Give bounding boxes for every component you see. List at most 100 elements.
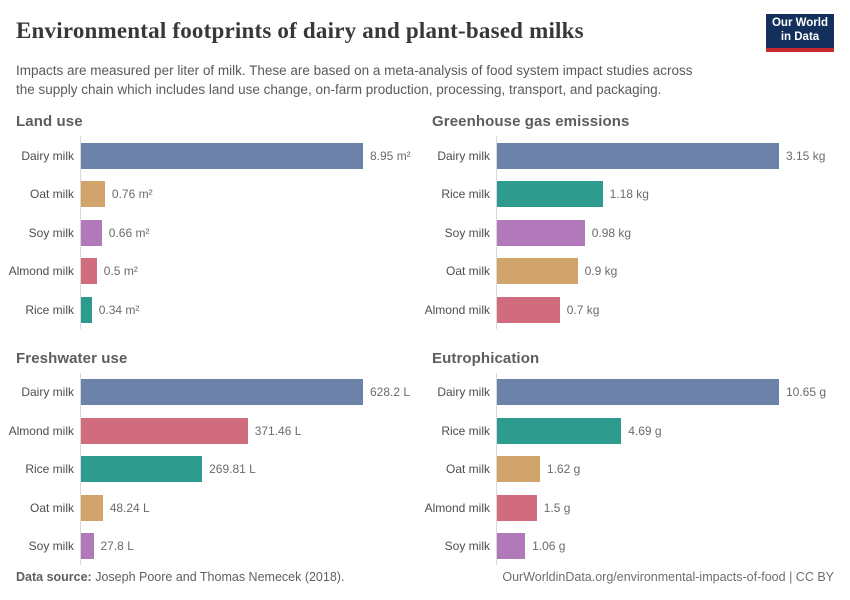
- plot-area: 0.34 m²: [80, 290, 420, 329]
- category-label: Oat milk: [445, 462, 490, 477]
- value-label: 0.5 m²: [103, 264, 138, 279]
- plot-area: 0.7 kg: [496, 290, 834, 329]
- value-label: 0.98 kg: [591, 225, 632, 240]
- value-label: 1.18 kg: [609, 187, 649, 202]
- plot-area: 8.95 m²: [80, 136, 420, 175]
- chart-title: Land use: [16, 113, 83, 131]
- category-label: Soy milk: [444, 539, 490, 554]
- bar-row: Soy milk 0.66 m²: [16, 213, 420, 252]
- bar-row: Almond milk 0.5 m²: [8, 251, 420, 291]
- bar-soy-milk: [81, 219, 102, 246]
- plot-area: 0.9 kg: [496, 251, 834, 291]
- value-label: 3.15 kg: [786, 148, 826, 163]
- bar-oat-milk: [497, 258, 578, 285]
- header: Environmental footprints of dairy and pl…: [16, 14, 834, 52]
- plot-area: 1.18 kg: [496, 174, 834, 214]
- owid-logo: Our World in Data: [766, 14, 834, 52]
- bar-row: Oat milk 48.24 L: [16, 488, 420, 527]
- plot-area: 1.62 g: [496, 449, 834, 489]
- bar-row: Dairy milk 628.2 L: [16, 372, 420, 412]
- bar-soy-milk: [497, 219, 585, 246]
- bar-rows: Dairy milk 3.15 kg Rice milk 1.18 kg Soy mil…: [425, 136, 834, 329]
- bar-row: Almond milk 0.7 kg: [425, 290, 834, 329]
- plot-area: 1.5 g: [496, 488, 834, 527]
- plot-area: 0.98 kg: [496, 213, 834, 252]
- bar-row: Soy milk 27.8 L: [16, 526, 420, 566]
- bar-row: Rice milk 0.34 m²: [16, 290, 420, 329]
- value-label: 48.24 L: [109, 500, 150, 515]
- bar-rows: Dairy milk 10.65 g Rice milk 4.69 g Oat milk…: [424, 372, 834, 566]
- plot-area: 4.69 g: [496, 411, 834, 450]
- bar-oat-milk: [81, 181, 105, 208]
- category-label: Soy milk: [28, 539, 74, 554]
- plot-area: 0.66 m²: [80, 213, 420, 252]
- bar-almond-milk: [497, 494, 537, 521]
- bar-rows: Dairy milk 8.95 m² Oat milk 0.76 m² Soy milk…: [8, 136, 420, 329]
- plot-area: 628.2 L: [80, 372, 420, 412]
- chart-panel-land-use: Land use Dairy milk 8.95 m² Oat milk 0.76 m…: [8, 113, 420, 329]
- value-label: 0.34 m²: [98, 302, 140, 317]
- footer: Data source: Joseph Poore and Thomas Nem…: [16, 570, 834, 584]
- bar-dairy-milk: [497, 379, 779, 406]
- category-label: Dairy milk: [21, 148, 74, 163]
- bar-row: Dairy milk 10.65 g: [432, 372, 834, 412]
- chart-title: Greenhouse gas emissions: [432, 113, 630, 131]
- bar-row: Soy milk 0.98 kg: [432, 213, 834, 252]
- plot-area: 27.8 L: [80, 526, 420, 566]
- plot-area: 1.06 g: [496, 526, 834, 566]
- owid-logo-line1: Our World: [771, 17, 828, 30]
- bar-oat-milk: [497, 456, 540, 483]
- value-label: 4.69 g: [628, 423, 662, 438]
- category-label: Oat milk: [29, 500, 74, 515]
- data-source-label: Data source:: [16, 570, 92, 584]
- footer-attribution: OurWorldinData.org/environmental-impacts…: [502, 570, 834, 584]
- category-label: Dairy milk: [21, 385, 74, 400]
- bar-row: Almond milk 371.46 L: [8, 411, 420, 450]
- bar-soy-milk: [81, 533, 94, 560]
- bar-row: Rice milk 269.81 L: [16, 449, 420, 489]
- category-label: Soy milk: [444, 225, 490, 240]
- footer-separator: |: [785, 570, 796, 584]
- value-label: 1.06 g: [532, 539, 566, 554]
- bar-almond-milk: [497, 296, 560, 323]
- bar-row: Oat milk 0.76 m²: [16, 174, 420, 214]
- bar-dairy-milk: [497, 142, 779, 169]
- bar-dairy-milk: [81, 379, 363, 406]
- plot-area: 0.76 m²: [80, 174, 420, 214]
- category-label: Almond milk: [424, 500, 490, 515]
- value-label: 10.65 g: [786, 385, 827, 400]
- category-label: Dairy milk: [437, 148, 490, 163]
- plot-area: 48.24 L: [80, 488, 420, 527]
- bar-oat-milk: [81, 494, 103, 521]
- data-source-text: Joseph Poore and Thomas Nemecek (2018).: [91, 570, 345, 584]
- category-label: Dairy milk: [437, 385, 490, 400]
- plot-area: 371.46 L: [80, 411, 420, 450]
- value-label: 0.76 m²: [111, 187, 153, 202]
- bar-soy-milk: [497, 533, 526, 560]
- bar-row: Oat milk 1.62 g: [432, 449, 834, 489]
- bar-row: Dairy milk 8.95 m²: [16, 136, 420, 175]
- bar-rice-milk: [81, 296, 92, 323]
- plot-area: 10.65 g: [496, 372, 834, 412]
- chart-panel-greenhouse-gas-emissions: Greenhouse gas emissions Dairy milk 3.15 …: [425, 113, 834, 329]
- page-title: Environmental footprints of dairy and pl…: [16, 18, 584, 43]
- bar-rice-milk: [81, 456, 203, 483]
- bar-row: Oat milk 0.9 kg: [432, 251, 834, 291]
- category-label: Soy milk: [28, 225, 74, 240]
- bar-rows: Dairy milk 628.2 L Almond milk 371.46 L Rice…: [8, 372, 420, 566]
- value-label: 269.81 L: [209, 462, 256, 477]
- bar-row: Dairy milk 3.15 kg: [432, 136, 834, 175]
- category-label: Almond milk: [8, 264, 74, 279]
- chart-title: Freshwater use: [16, 349, 128, 367]
- value-label: 0.9 kg: [584, 264, 618, 279]
- category-label: Almond milk: [8, 423, 74, 438]
- bar-row: Almond milk 1.5 g: [424, 488, 834, 527]
- charts-grid: Land use Dairy milk 8.95 m² Oat milk 0.76 m…: [8, 113, 834, 566]
- category-label: Oat milk: [445, 264, 490, 279]
- category-label: Rice milk: [441, 423, 490, 438]
- value-label: 1.62 g: [546, 462, 581, 477]
- subtitle-line-1: Impacts are measured per liter of milk. …: [16, 63, 693, 78]
- bar-rice-milk: [497, 181, 603, 208]
- footer-url[interactable]: OurWorldinData.org/environmental-impacts…: [502, 570, 786, 584]
- category-label: Rice milk: [441, 187, 490, 202]
